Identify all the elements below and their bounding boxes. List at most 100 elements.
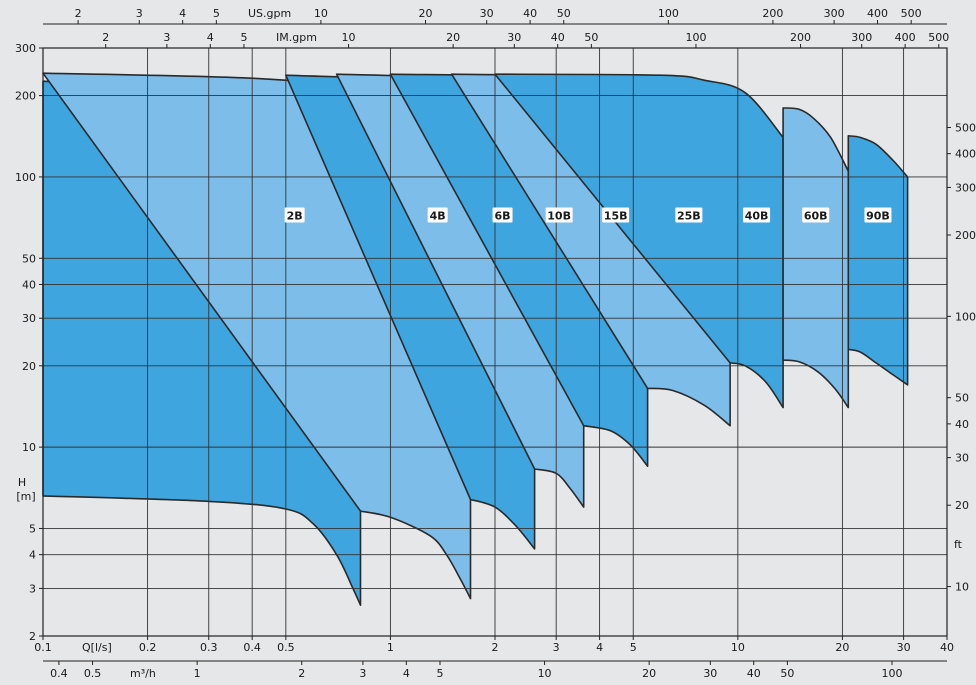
top-im-tick-label: 200	[790, 31, 811, 44]
bottom-m3h-tick-label: 3	[359, 667, 366, 680]
top-im-tick-label: 2	[102, 31, 109, 44]
curve-label-6b: 6B	[495, 209, 511, 222]
right-tick-label: 300	[955, 181, 976, 194]
curve-label-40b: 40B	[745, 209, 769, 222]
left-tick-label: 30	[22, 312, 36, 325]
curve-label-4b: 4B	[430, 209, 446, 222]
left-tick-label: 3	[29, 582, 36, 595]
bottom-m3h-tick-label: 10	[538, 667, 552, 680]
top-us-tick-label: 40	[523, 7, 537, 20]
bottom-ls-tick-label: 3	[553, 641, 560, 654]
bottom-m3h-tick-label: 50	[780, 667, 794, 680]
curve-label-box	[427, 207, 448, 223]
left-axis-label-h: H	[18, 476, 26, 489]
top-im-tick-label: 40	[551, 31, 565, 44]
left-tick-label: 300	[15, 42, 36, 55]
left-tick-label: 5	[29, 522, 36, 535]
curve-label-90b: 90B	[866, 209, 890, 222]
curve-area-90b	[847, 135, 909, 386]
left-tick-label: 200	[15, 90, 36, 103]
bottom-ls-tick-label: 5	[630, 641, 637, 654]
curve-label-box	[802, 207, 830, 223]
top-us-tick-label: 300	[824, 7, 845, 20]
curve-label-box	[602, 207, 630, 223]
top-us-gpm-label: US.gpm	[248, 7, 291, 20]
top-im-tick-label: 400	[895, 31, 916, 44]
left-tick-label: 2	[29, 630, 36, 643]
bottom-ls-tick-label: 0.4	[243, 641, 261, 654]
top-us-tick-label: 20	[419, 7, 433, 20]
bottom-ls-tick-label: 2	[492, 641, 499, 654]
left-axis-label-unit: [m]	[16, 490, 35, 503]
top-im-tick-label: 4	[207, 31, 214, 44]
bottom-m3h-tick-label: 0.5	[84, 667, 102, 680]
top-im-tick-label: 30	[507, 31, 521, 44]
curve-areas	[42, 72, 909, 606]
bottom-ls-tick-label: 20	[835, 641, 849, 654]
top-us-tick-label: 200	[762, 7, 783, 20]
curve-label-box	[864, 207, 892, 223]
bottom-ls-tick-label: 10	[731, 641, 745, 654]
left-tick-label: 40	[22, 278, 36, 291]
left-tick-label: 50	[22, 252, 36, 265]
right-tick-label: 500	[955, 121, 976, 134]
top-im-tick-label: 10	[342, 31, 356, 44]
right-tick-label: 200	[955, 229, 976, 242]
top-im-tick-label: 5	[240, 31, 247, 44]
top-im-tick-label: 100	[685, 31, 706, 44]
curve-labels: 2B 4B 6B 10B 15B 25B 40B 60B 90B	[284, 207, 892, 223]
curve-label-box	[545, 207, 573, 223]
curve-label-60b: 60B	[804, 209, 828, 222]
right-tick-label: 10	[955, 581, 969, 594]
bottom-m3h-tick-label: 20	[642, 667, 656, 680]
right-axis-label-ft: ft	[954, 538, 963, 551]
curve-area-60b	[782, 107, 850, 409]
curve-label-box	[284, 207, 305, 223]
bottom-m3h-tick-label: 0.4	[50, 667, 68, 680]
top-us-tick-label: 5	[213, 7, 220, 20]
bottom-axis-label-ls: Q[l/s]	[82, 641, 112, 654]
top-us-tick-label: 400	[867, 7, 888, 20]
grid-lines	[43, 48, 947, 636]
bottom-m3h-tick-label: 4	[403, 667, 410, 680]
curve-label-box	[492, 207, 513, 223]
bottom-m3h-tick-label: 1	[194, 667, 201, 680]
right-tick-label: 400	[955, 148, 976, 161]
right-tick-label: 100	[955, 310, 976, 323]
right-tick-label: 50	[955, 392, 969, 405]
top-us-tick-label: 2	[75, 7, 82, 20]
curve-area-40b	[494, 73, 784, 409]
curve-label-box	[675, 207, 703, 223]
bottom-m3h-tick-label: 5	[436, 667, 443, 680]
axis-ticks: 2345102030405010020030010203040501002003…	[15, 7, 976, 680]
curve-label-15b: 15B	[604, 209, 628, 222]
top-im-tick-label: 3	[163, 31, 170, 44]
top-us-tick-label: 500	[901, 7, 922, 20]
bottom-ls-tick-label: 0.3	[200, 641, 218, 654]
bottom-axis-label-m3h: m³/h	[130, 667, 156, 680]
bottom-ls-tick-label: 30	[897, 641, 911, 654]
bottom-m3h-tick-label: 40	[747, 667, 761, 680]
right-tick-label: 40	[955, 418, 969, 431]
top-im-tick-label: 50	[584, 31, 598, 44]
bottom-m3h-tick-label: 100	[881, 667, 902, 680]
bottom-m3h-tick-label: 30	[703, 667, 717, 680]
bottom-ls-tick-label: 0.1	[34, 641, 52, 654]
right-tick-label: 30	[955, 452, 969, 465]
bottom-m3h-tick-label: 2	[298, 667, 305, 680]
left-tick-label: 4	[29, 549, 36, 562]
top-us-tick-label: 50	[557, 7, 571, 20]
bottom-ls-tick-label: 0.5	[277, 641, 295, 654]
bottom-ls-tick-label: 0.2	[139, 641, 157, 654]
bottom-ls-tick-label: 1	[387, 641, 394, 654]
left-tick-label: 10	[22, 441, 36, 454]
curve-label-2b: 2B	[287, 209, 303, 222]
bottom-ls-tick-label: 40	[940, 641, 954, 654]
bottom-ls-tick-label: 4	[596, 641, 603, 654]
top-im-gpm-label: IM.gpm	[276, 31, 317, 44]
curve-label-box	[743, 207, 771, 223]
curve-label-25b: 25B	[677, 209, 701, 222]
top-us-tick-label: 100	[658, 7, 679, 20]
left-tick-label: 100	[15, 171, 36, 184]
